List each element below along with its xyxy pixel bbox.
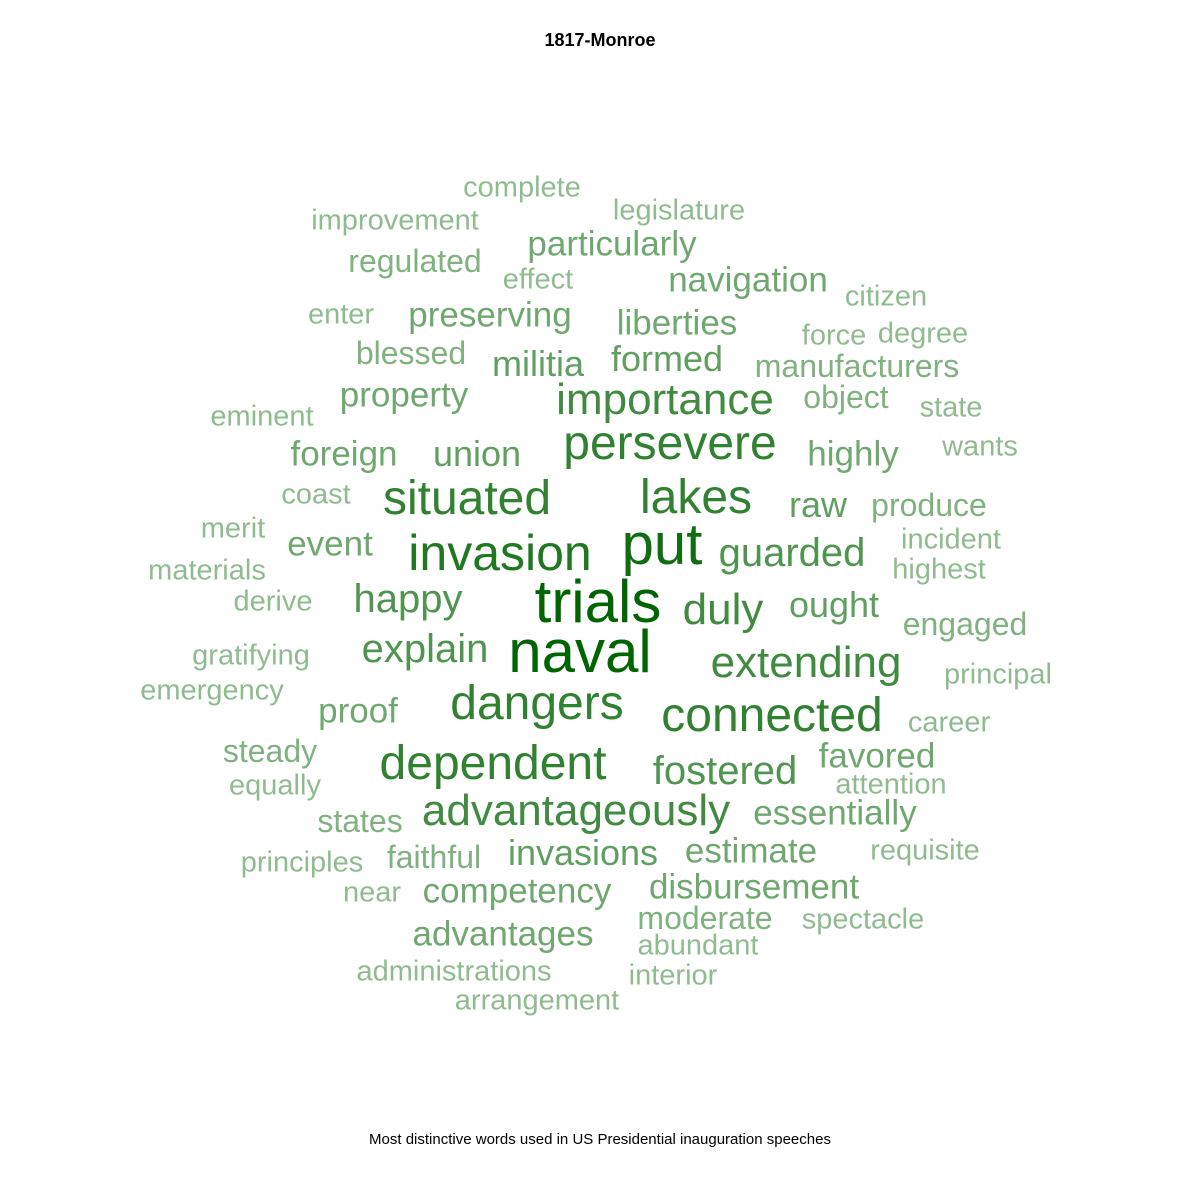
word-proof: proof — [318, 691, 398, 731]
word-abundant: abundant — [637, 929, 759, 962]
word-highest: highest — [892, 553, 986, 586]
word-state: state — [919, 391, 983, 424]
word-happy: happy — [353, 577, 463, 621]
word-ought: ought — [788, 584, 880, 625]
word-union: union — [432, 433, 522, 474]
word-lakes: lakes — [639, 471, 753, 524]
word-importance: importance — [556, 375, 774, 424]
word-regulated: regulated — [348, 243, 482, 279]
word-eminent: eminent — [210, 400, 314, 433]
word-enter: enter — [307, 298, 375, 331]
word-near: near — [342, 876, 402, 909]
word-degree: degree — [877, 317, 969, 350]
word-legislature: legislature — [612, 194, 746, 227]
word-arrangement: arrangement — [454, 984, 620, 1017]
word-advantages: advantages — [412, 914, 594, 954]
word-administrations: administrations — [356, 955, 552, 988]
word-militia: militia — [491, 343, 585, 384]
word-extending: extending — [710, 638, 902, 687]
word-favored: favored — [818, 736, 936, 776]
word-improvement: improvement — [311, 204, 479, 237]
word-dependent: dependent — [379, 737, 607, 790]
word-citizen: citizen — [844, 280, 928, 313]
word-raw: raw — [788, 484, 848, 525]
word-steady: steady — [222, 733, 318, 769]
word-interior: interior — [628, 959, 718, 992]
chart-title: 1817-Monroe — [544, 30, 656, 50]
chart-caption: Most distinctive words used in US Presid… — [369, 1131, 831, 1148]
word-event: event — [287, 524, 373, 564]
word-property: property — [339, 375, 469, 415]
word-derive: derive — [233, 585, 313, 618]
word-naval: naval — [508, 618, 652, 685]
word-liberties: liberties — [616, 303, 738, 343]
word-principles: principles — [240, 846, 364, 879]
word-situated: situated — [382, 472, 552, 525]
word-effect: effect — [502, 263, 574, 296]
word-duly: duly — [682, 585, 764, 634]
word-advantageously: advantageously — [421, 786, 731, 835]
word-foreign: foreign — [290, 434, 398, 474]
word-wants: wants — [942, 430, 1018, 463]
word-faithful: faithful — [386, 839, 482, 875]
word-merit: merit — [200, 512, 266, 545]
word-disbursement: disbursement — [648, 867, 860, 907]
word-moderate: moderate — [637, 900, 773, 936]
word-highly: highly — [807, 434, 899, 474]
word-trials: trials — [534, 568, 662, 635]
word-essentially: essentially — [753, 793, 917, 833]
word-coast: coast — [281, 478, 351, 511]
word-navigation: navigation — [668, 260, 828, 300]
word-materials: materials — [148, 554, 266, 587]
word-attention: attention — [835, 768, 947, 801]
word-emergency: emergency — [140, 674, 284, 707]
word-incident: incident — [901, 523, 1001, 556]
word-formed: formed — [610, 338, 724, 379]
word-persevere: persevere — [563, 417, 777, 470]
word-principal: principal — [944, 658, 1052, 691]
word-put: put — [621, 512, 703, 577]
word-spectacle: spectacle — [801, 903, 925, 936]
word-dangers: dangers — [450, 677, 624, 730]
word-connected: connected — [661, 689, 883, 742]
word-explain: explain — [361, 627, 489, 671]
word-states: states — [317, 803, 403, 839]
word-competency: competency — [422, 871, 612, 911]
word-guarded: guarded — [718, 531, 866, 575]
word-complete: complete — [463, 171, 581, 204]
word-fostered: fostered — [652, 749, 798, 793]
word-invasion: invasion — [408, 525, 592, 581]
word-blessed: blessed — [355, 335, 467, 371]
word-produce: produce — [871, 487, 987, 523]
word-invasions: invasions — [507, 832, 659, 873]
word-engaged: engaged — [902, 606, 1028, 642]
word-equally: equally — [229, 769, 321, 802]
word-manufacturers: manufacturers — [754, 348, 960, 384]
word-estimate: estimate — [684, 831, 818, 871]
word-force: force — [801, 319, 867, 352]
word-gratifying: gratifying — [192, 639, 310, 672]
word-career: career — [907, 706, 991, 739]
word-particularly: particularly — [527, 224, 697, 264]
word-preserving: preserving — [408, 295, 572, 335]
word-requisite: requisite — [870, 834, 980, 867]
word-object: object — [803, 379, 889, 415]
